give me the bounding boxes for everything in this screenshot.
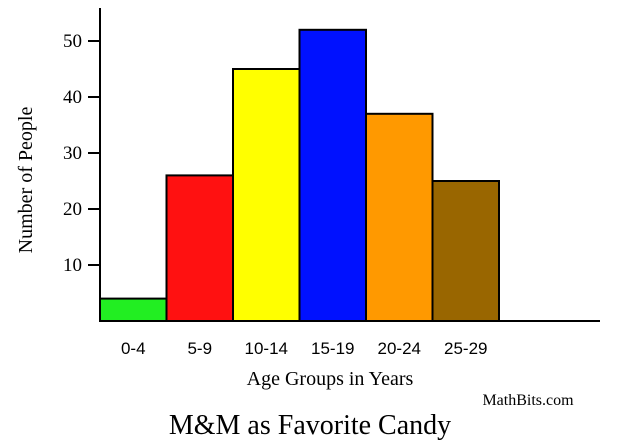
x-labels-group: 0-4 5-9 10-14 15-19 20-24 25-29 [121,339,488,358]
x-category-label: 10-14 [245,339,288,358]
chart-title: M&M as Favorite Candy [169,410,451,441]
bar-10-14 [233,69,300,321]
y-ticks-group: 10 20 30 40 50 [63,31,100,276]
bar-0-4 [100,299,167,321]
bar-15-19 [300,30,367,321]
bar-5-9 [167,175,234,321]
bar-25-29 [433,181,500,321]
source-label: MathBits.com [482,392,574,409]
y-tick-label: 10 [63,255,82,276]
x-category-label: 5-9 [187,339,212,358]
bars-group [100,30,499,321]
x-axis-title: Age Groups in Years [247,368,414,390]
x-category-label: 15-19 [311,339,354,358]
x-category-label: 0-4 [121,339,146,358]
y-tick-label: 40 [63,87,82,108]
x-category-label: 20-24 [378,339,421,358]
y-tick-label: 50 [63,31,82,52]
y-axis-title: Number of People [15,107,37,254]
x-category-label: 25-29 [444,339,487,358]
y-tick-label: 20 [63,199,82,220]
bar-20-24 [366,114,433,321]
y-tick-label: 30 [63,143,82,164]
